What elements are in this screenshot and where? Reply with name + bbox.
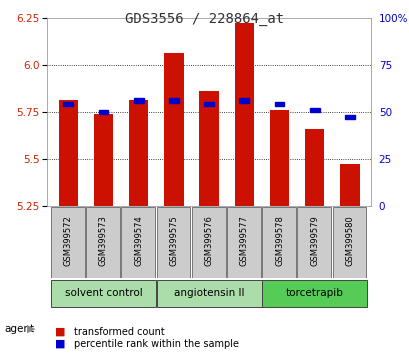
Text: GSM399573: GSM399573 (99, 215, 108, 266)
Text: ■: ■ (55, 327, 66, 337)
Text: GSM399577: GSM399577 (239, 215, 248, 266)
Bar (199, 91, 218, 206)
Text: GSM399574: GSM399574 (134, 215, 143, 266)
Bar (309, 108, 319, 112)
Text: agent: agent (4, 324, 34, 333)
FancyBboxPatch shape (156, 280, 261, 307)
Text: GDS3556 / 228864_at: GDS3556 / 228864_at (125, 12, 284, 27)
Bar (339, 165, 359, 206)
FancyBboxPatch shape (191, 207, 225, 278)
Bar (274, 102, 284, 106)
Text: GSM399576: GSM399576 (204, 215, 213, 266)
FancyBboxPatch shape (156, 207, 190, 278)
Bar (63, 102, 73, 106)
FancyBboxPatch shape (297, 207, 330, 278)
Bar (94, 114, 113, 206)
FancyBboxPatch shape (51, 280, 155, 307)
Bar (234, 23, 253, 206)
FancyBboxPatch shape (262, 207, 295, 278)
Text: angiotensin II: angiotensin II (173, 288, 244, 298)
Bar (304, 129, 324, 206)
FancyBboxPatch shape (51, 207, 85, 278)
Text: GSM399572: GSM399572 (64, 215, 72, 266)
Text: GSM399575: GSM399575 (169, 215, 178, 266)
Text: GSM399579: GSM399579 (310, 215, 319, 266)
FancyBboxPatch shape (121, 207, 155, 278)
Bar (269, 110, 288, 206)
Bar (164, 53, 183, 206)
Bar (58, 101, 78, 206)
Text: GSM399578: GSM399578 (274, 215, 283, 266)
Text: solvent control: solvent control (65, 288, 142, 298)
Bar (129, 101, 148, 206)
FancyBboxPatch shape (332, 207, 366, 278)
Text: torcetrapib: torcetrapib (285, 288, 343, 298)
Text: ▶: ▶ (27, 324, 35, 333)
Bar (344, 115, 354, 120)
Bar (204, 102, 213, 106)
FancyBboxPatch shape (227, 207, 260, 278)
Bar (169, 98, 178, 103)
Bar (239, 98, 249, 103)
Text: GSM399580: GSM399580 (345, 215, 353, 266)
Bar (133, 98, 143, 103)
Text: percentile rank within the sample: percentile rank within the sample (74, 339, 238, 349)
FancyBboxPatch shape (86, 207, 120, 278)
FancyBboxPatch shape (262, 280, 366, 307)
Text: transformed count: transformed count (74, 327, 164, 337)
Bar (98, 110, 108, 114)
Text: ■: ■ (55, 339, 66, 349)
